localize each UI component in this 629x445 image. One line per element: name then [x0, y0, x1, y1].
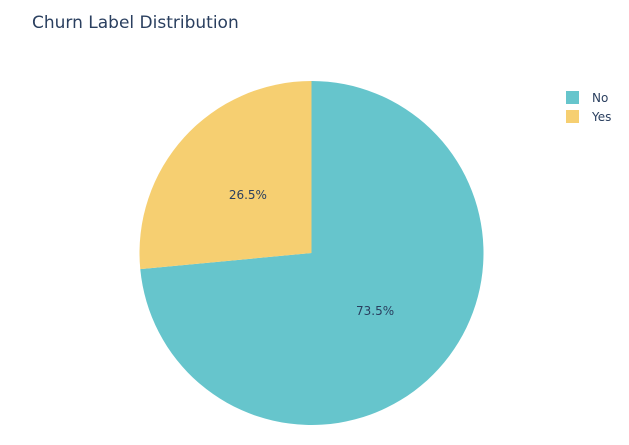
legend-item-yes[interactable]: Yes [566, 107, 611, 126]
pie-slice-yes[interactable] [139, 81, 312, 270]
legend-item-no[interactable]: No [566, 88, 611, 107]
legend-swatch-no [566, 91, 579, 104]
slice-label-no: 73.5% [356, 304, 394, 318]
legend-label-no: No [592, 90, 609, 105]
chart-title: Churn Label Distribution [32, 13, 239, 33]
slice-label-yes: 26.5% [229, 188, 267, 202]
legend-label-yes: Yes [592, 109, 612, 124]
legend-swatch-yes [566, 110, 579, 123]
legend: No Yes [566, 88, 611, 126]
pie-slice-no[interactable] [140, 81, 484, 425]
